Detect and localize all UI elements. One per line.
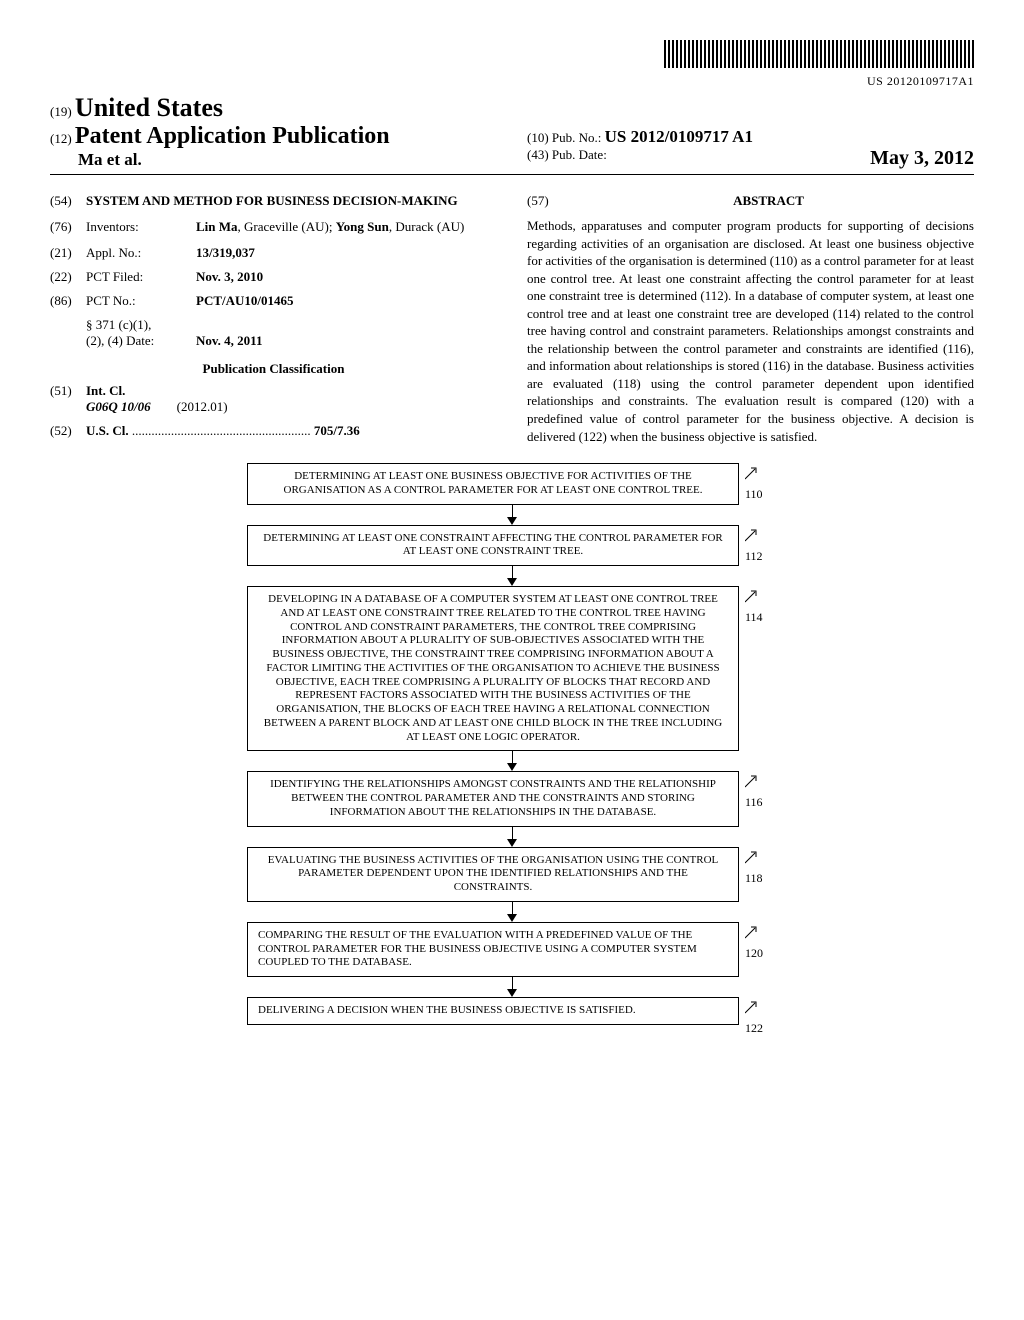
intcl-year: (2012.01) (177, 399, 228, 414)
pub-date-line: (43) Pub. Date: May 3, 2012 (527, 147, 974, 163)
publication-header: (19) United States (12) Patent Applicati… (50, 93, 974, 175)
flow-step: DETERMINING AT LEAST ONE CONSTRAINT AFFE… (247, 525, 777, 567)
inventors-code: (76) (50, 219, 86, 235)
country-code: (19) (50, 104, 72, 119)
flow-ref-number: 114 (745, 586, 777, 625)
header-left: (19) United States (12) Patent Applicati… (50, 93, 497, 170)
pct371-spacer (50, 317, 86, 349)
pct371-label: § 371 (c)(1), (2), (4) Date: (86, 317, 196, 349)
flow-box: IDENTIFYING THE RELATIONSHIPS AMONGST CO… (247, 771, 739, 826)
pctfiled-label: PCT Filed: (86, 269, 196, 285)
pub-no-label: Pub. No.: (552, 130, 601, 145)
flow-step: DETERMINING AT LEAST ONE BUSINESS OBJECT… (247, 463, 777, 505)
title-code: (54) (50, 193, 86, 209)
pub-no-line: (10) Pub. No.: US 2012/0109717 A1 (527, 127, 974, 147)
author-line: Ma et al. (50, 150, 497, 170)
intcl-row: (51) Int. Cl. G06Q 10/06 (2012.01) (50, 383, 497, 415)
abstract-text: Methods, apparatuses and computer progra… (527, 217, 974, 445)
pctfiled-value: Nov. 3, 2010 (196, 269, 497, 285)
inventors-label: Inventors: (86, 219, 196, 235)
flow-box: EVALUATING THE BUSINESS ACTIVITIES OF TH… (247, 847, 739, 902)
abstract-code: (57) (527, 193, 563, 209)
pctfiled-code: (22) (50, 269, 86, 285)
flowchart: DETERMINING AT LEAST ONE BUSINESS OBJECT… (247, 463, 777, 1036)
flow-arrow (507, 827, 517, 847)
uscl-code: (52) (50, 423, 86, 439)
pct371-label1: § 371 (c)(1), (86, 317, 151, 332)
pub-date-label: Pub. Date: (552, 147, 607, 162)
flow-ref-number: 116 (745, 771, 777, 810)
intcl-label: Int. Cl. (86, 383, 125, 398)
flow-arrow (507, 566, 517, 586)
flow-ref-number: 118 (745, 847, 777, 886)
bibliographic-section: (54) SYSTEM AND METHOD FOR BUSINESS DECI… (50, 193, 974, 447)
flow-arrow (507, 505, 517, 525)
flow-ref-number: 122 (745, 997, 777, 1036)
applno-value: 13/319,037 (196, 245, 497, 261)
inventors-row: (76) Inventors: Lin Ma, Graceville (AU);… (50, 219, 497, 235)
uscl-content: U.S. Cl. ...............................… (86, 423, 497, 439)
intcl-content: Int. Cl. G06Q 10/06 (2012.01) (86, 383, 228, 415)
flow-step: DEVELOPING IN A DATABASE OF A COMPUTER S… (247, 586, 777, 751)
country-name: United States (75, 93, 223, 122)
pub-type-line: (12) Patent Application Publication (50, 123, 497, 150)
pub-date-value: May 3, 2012 (870, 147, 974, 170)
invention-title: SYSTEM AND METHOD FOR BUSINESS DECISION-… (86, 193, 458, 209)
flow-step: IDENTIFYING THE RELATIONSHIPS AMONGST CO… (247, 771, 777, 826)
document-id: US 20120109717A1 (50, 74, 974, 89)
flow-arrow (507, 977, 517, 997)
flow-arrow (507, 751, 517, 771)
uscl-dots: ........................................… (132, 423, 314, 438)
pub-type: Patent Application Publication (75, 123, 390, 149)
applno-row: (21) Appl. No.: 13/319,037 (50, 245, 497, 261)
uscl-value: 705/7.36 (314, 423, 360, 438)
flow-box: COMPARING THE RESULT OF THE EVALUATION W… (247, 922, 739, 977)
uscl-label: U.S. Cl. (86, 423, 129, 438)
pctfiled-row: (22) PCT Filed: Nov. 3, 2010 (50, 269, 497, 285)
flow-box: DEVELOPING IN A DATABASE OF A COMPUTER S… (247, 586, 739, 751)
header-right: (10) Pub. No.: US 2012/0109717 A1 (43) P… (497, 127, 974, 170)
pub-type-code: (12) (50, 131, 72, 146)
title-row: (54) SYSTEM AND METHOD FOR BUSINESS DECI… (50, 193, 497, 209)
pctno-label: PCT No.: (86, 293, 196, 309)
applno-label: Appl. No.: (86, 245, 196, 261)
pct371-value: Nov. 4, 2011 (196, 333, 497, 349)
flow-ref-number: 112 (745, 525, 777, 564)
intcl-class: G06Q 10/06 (86, 399, 151, 414)
pctno-value: PCT/AU10/01465 (196, 293, 497, 309)
pct371-label2: (2), (4) Date: (86, 333, 154, 348)
barcode-section: US 20120109717A1 (50, 40, 974, 89)
biblio-left-column: (54) SYSTEM AND METHOD FOR BUSINESS DECI… (50, 193, 497, 447)
flow-box: DETERMINING AT LEAST ONE BUSINESS OBJECT… (247, 463, 739, 505)
applno-code: (21) (50, 245, 86, 261)
barcode-graphic (664, 40, 974, 68)
flow-step: COMPARING THE RESULT OF THE EVALUATION W… (247, 922, 777, 977)
pctno-row: (86) PCT No.: PCT/AU10/01465 (50, 293, 497, 309)
intcl-code: (51) (50, 383, 86, 415)
pub-no-value: US 2012/0109717 A1 (605, 127, 753, 146)
biblio-right-column: (57) ABSTRACT Methods, apparatuses and c… (527, 193, 974, 447)
abstract-heading-row: (57) ABSTRACT (527, 193, 974, 209)
flow-step: EVALUATING THE BUSINESS ACTIVITIES OF TH… (247, 847, 777, 902)
pub-date-code: (43) (527, 147, 549, 162)
flow-ref-number: 120 (745, 922, 777, 961)
flow-box: DETERMINING AT LEAST ONE CONSTRAINT AFFE… (247, 525, 739, 567)
flow-step: DELIVERING A DECISION WHEN THE BUSINESS … (247, 997, 777, 1036)
pub-no-code: (10) (527, 130, 549, 145)
flow-arrow (507, 902, 517, 922)
flow-box: DELIVERING A DECISION WHEN THE BUSINESS … (247, 997, 739, 1025)
uscl-row: (52) U.S. Cl. ..........................… (50, 423, 497, 439)
pctno-code: (86) (50, 293, 86, 309)
pct371-row: § 371 (c)(1), (2), (4) Date: Nov. 4, 201… (50, 317, 497, 349)
flow-ref-number: 110 (745, 463, 777, 502)
country-line: (19) United States (50, 93, 497, 123)
abstract-heading: ABSTRACT (563, 193, 974, 209)
inventors-value: Lin Ma, Graceville (AU); Yong Sun, Durac… (196, 219, 464, 235)
classification-heading: Publication Classification (50, 361, 497, 377)
